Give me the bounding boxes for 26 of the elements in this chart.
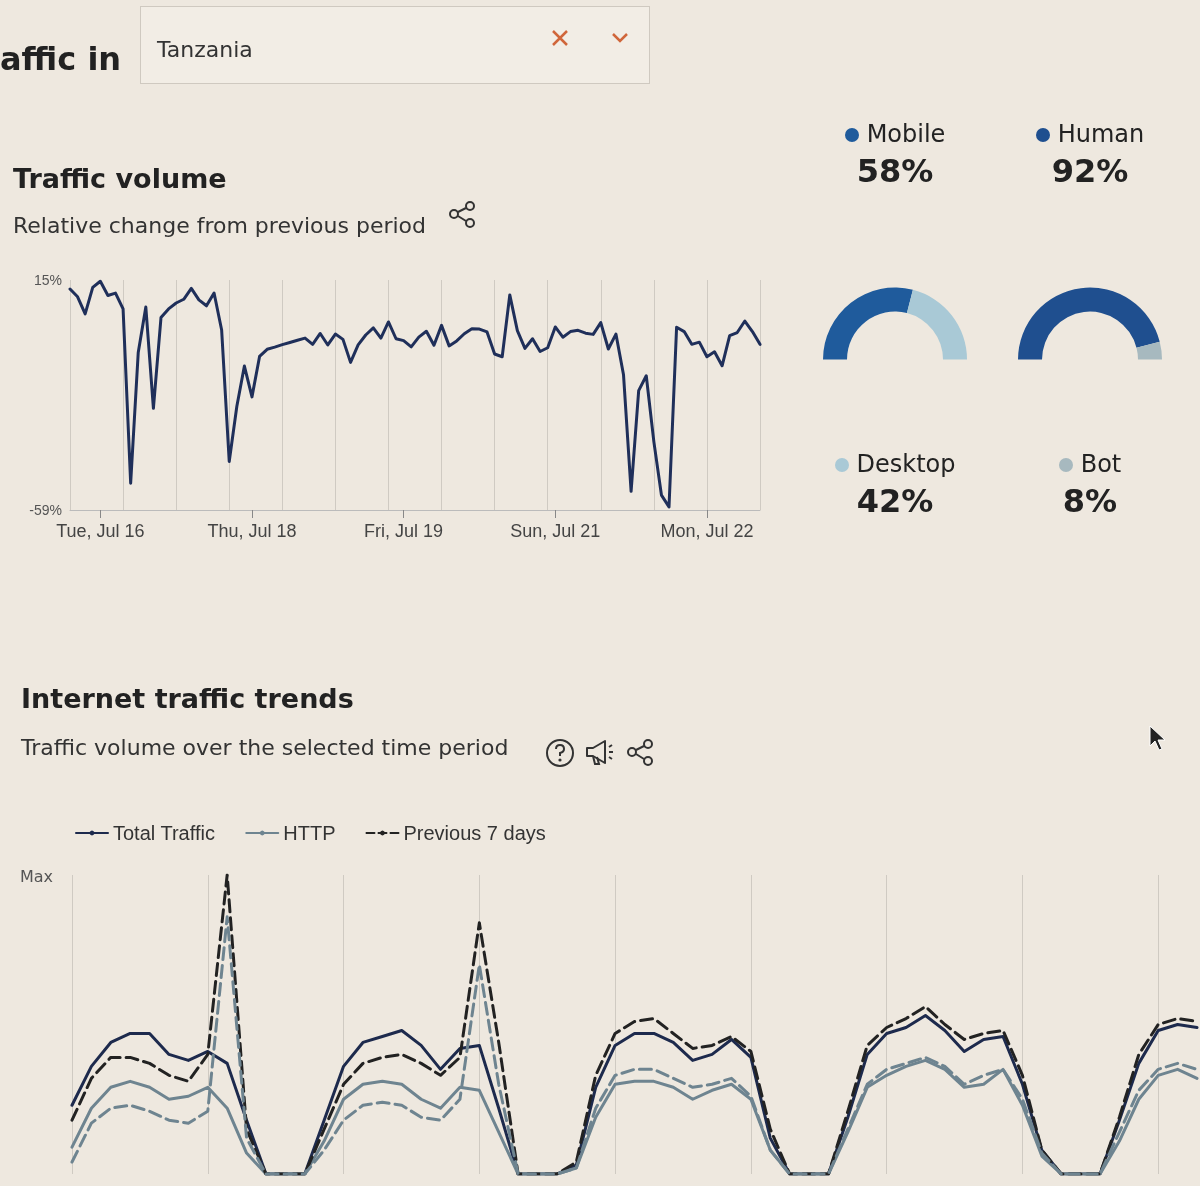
legend-label: Previous 7 days	[403, 822, 546, 844]
legend-label: Mobile	[865, 120, 947, 148]
legend-label: Desktop	[855, 450, 957, 478]
x-tick-label: Sun, Jul 21	[510, 521, 601, 541]
chart-title: Internet traffic trends	[21, 683, 354, 714]
legend-label: Bot	[1079, 450, 1123, 478]
chart-title: Traffic volume	[13, 163, 227, 194]
text: Tanzania	[157, 37, 253, 62]
line-series	[68, 279, 762, 509]
data-label: 58%	[855, 152, 935, 190]
text: Max	[20, 867, 54, 886]
chart-subtitle: Traffic volume over the selected time period	[20, 734, 509, 760]
x-tick-label: Fri, Jul 19	[364, 521, 444, 541]
chart-subtitle: Relative change from previous period	[13, 212, 426, 238]
x-tick-label: Tue, Jul 16	[56, 521, 145, 541]
legend-label: HTTP	[283, 822, 336, 844]
y-tick-label: 15%	[33, 272, 62, 288]
text: affic in	[0, 40, 122, 78]
x-tick-label: Mon, Jul 22	[660, 521, 754, 541]
x-tick-label: Thu, Jul 18	[207, 521, 297, 541]
data-label: 8%	[1061, 482, 1119, 520]
legend-label: Total Traffic	[113, 822, 215, 844]
legend-label: Human	[1056, 120, 1146, 148]
y-tick-label: -59%	[29, 502, 62, 518]
data-label: 42%	[855, 482, 935, 520]
data-label: 92%	[1050, 152, 1130, 190]
